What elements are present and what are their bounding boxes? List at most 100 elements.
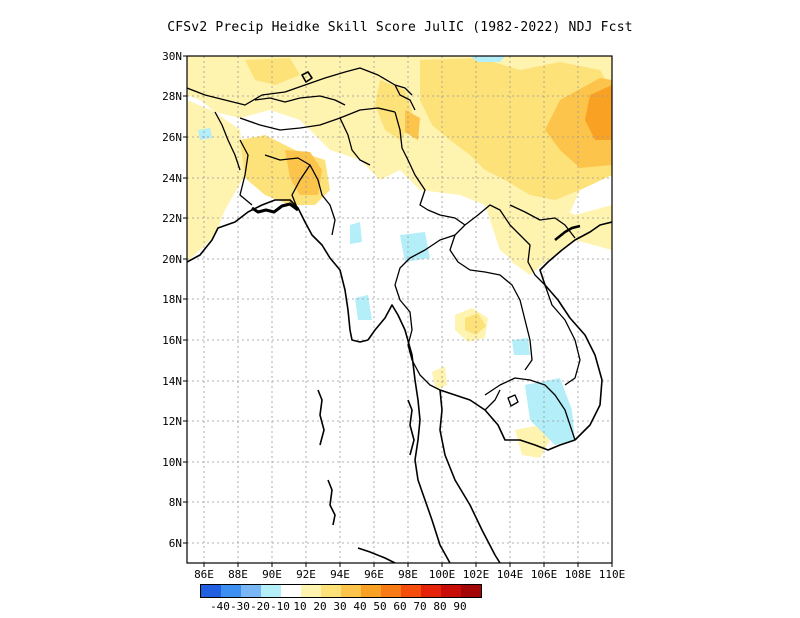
andaman-islands-2 (327, 479, 336, 526)
x-tick-label: 104E (496, 568, 524, 581)
y-tick-label: 16N (162, 334, 182, 347)
chart-title: CFSv2 Precip Heidke Skill Score JulIC (1… (167, 20, 633, 35)
colorbar-label: 40 (353, 600, 367, 613)
colorbar-swatch (401, 585, 421, 597)
colorbar-label: -30 (230, 600, 250, 613)
colorbar-label: 60 (393, 600, 407, 613)
sri-island (301, 71, 313, 83)
skill-region-light-yellow-south (515, 425, 550, 458)
colorbar-label: -40 (210, 600, 230, 613)
skill-region-yellow (420, 58, 612, 200)
y-tick-label: 8N (168, 496, 182, 509)
x-tick-label: 86E (194, 568, 214, 581)
y-tick-label: 26N (162, 131, 182, 144)
tonle-sap (507, 394, 519, 407)
skill-region-orange (285, 150, 322, 195)
colorbar-swatch (281, 585, 301, 597)
y-tick-label: 6N (168, 537, 182, 550)
myanmar-coast (367, 304, 451, 563)
skill-region-light-blue (512, 338, 530, 355)
myanmar-thai-border (394, 224, 466, 391)
x-tick-label: 92E (296, 568, 316, 581)
skill-region-light-blue (400, 232, 430, 262)
x-tick-label: 100E (428, 568, 456, 581)
colorbar-swatch (301, 585, 321, 597)
colorbar-label: 20 (313, 600, 327, 613)
skill-region-orange-dark (585, 85, 612, 140)
y-tick-label: 22N (162, 212, 182, 225)
skill-region-yellow (465, 313, 486, 335)
andaman-islands (317, 389, 325, 446)
colorbar-label: 10 (293, 600, 307, 613)
colorbar-swatch (321, 585, 341, 597)
y-tick-label: 28N (162, 90, 182, 103)
y-tick-label: 12N (162, 415, 182, 428)
x-tick-label: 90E (262, 568, 282, 581)
china-province (339, 117, 371, 166)
colorbar-label: 70 (413, 600, 427, 613)
colorbar-swatch (261, 585, 281, 597)
colorbar-swatch (201, 585, 221, 597)
y-tick-label: 14N (162, 375, 182, 388)
y-tick-label: 30N (162, 50, 182, 63)
skill-region-light-blue (525, 378, 575, 445)
cambodia-border (484, 377, 576, 441)
skill-region-light-yellow-gulf (432, 366, 447, 390)
y-tick-label: 20N (162, 253, 182, 266)
gridlines (187, 56, 612, 563)
y-tick-label: 10N (162, 456, 182, 469)
x-tick-label: 96E (364, 568, 384, 581)
x-tick-label: 88E (228, 568, 248, 581)
skill-region-yellow (245, 58, 300, 85)
colorbar (200, 584, 482, 598)
gulf-north-coast (439, 389, 576, 451)
x-tick-label: 98E (398, 568, 418, 581)
thai-laos-border (449, 234, 533, 371)
x-tick-label: 108E (564, 568, 592, 581)
myanmar-india-border (309, 164, 336, 236)
china-province-2 (394, 84, 416, 111)
assam-border (239, 107, 396, 131)
shading-layer (187, 56, 612, 458)
colorbar-label: 30 (333, 600, 347, 613)
colorbar-swatch (441, 585, 461, 597)
map-frame (186, 55, 613, 564)
colorbar-swatch (341, 585, 361, 597)
vietnam-laos-border (544, 284, 581, 386)
china-vietnam-border (509, 204, 576, 239)
thai-gulf-coast (439, 389, 501, 563)
colorbar-label: -10 (270, 600, 290, 613)
skill-region-light-blue (198, 128, 212, 140)
x-tick-label: 94E (330, 568, 350, 581)
skill-region-light-yellow-east (485, 200, 612, 275)
x-tick-label: 106E (530, 568, 558, 581)
india-north (214, 111, 241, 171)
malay-coast (357, 547, 396, 563)
colorbar-swatch (421, 585, 441, 597)
y-tick-label: 18N (162, 293, 182, 306)
skill-region-light-yellow-west (187, 100, 245, 262)
vietnam-coast (539, 221, 612, 441)
himalaya-border (187, 67, 413, 106)
colorbar-swatch (221, 585, 241, 597)
colorbar-swatch (461, 585, 481, 597)
colorbar-label: 50 (373, 600, 387, 613)
colorbar-swatch (381, 585, 401, 597)
x-tick-label: 102E (462, 568, 490, 581)
coastlines-and-borders (187, 71, 612, 563)
skill-region-light-blue (350, 222, 362, 244)
india-bangladesh-coast (187, 199, 369, 343)
colorbar-swatch (241, 585, 261, 597)
x-tick-label: 110E (598, 568, 626, 581)
skill-region-light-blue (470, 56, 505, 62)
y-tick-label: 24N (162, 172, 182, 185)
sundarbans (251, 202, 299, 214)
colorbar-swatch (361, 585, 381, 597)
colorbar-label: 90 (453, 600, 467, 613)
nepal-bhutan-border (254, 95, 346, 106)
skill-region-orange (405, 110, 420, 140)
myanmar-china-border (394, 111, 466, 226)
laos-border (464, 204, 546, 286)
country-borders (187, 67, 581, 441)
